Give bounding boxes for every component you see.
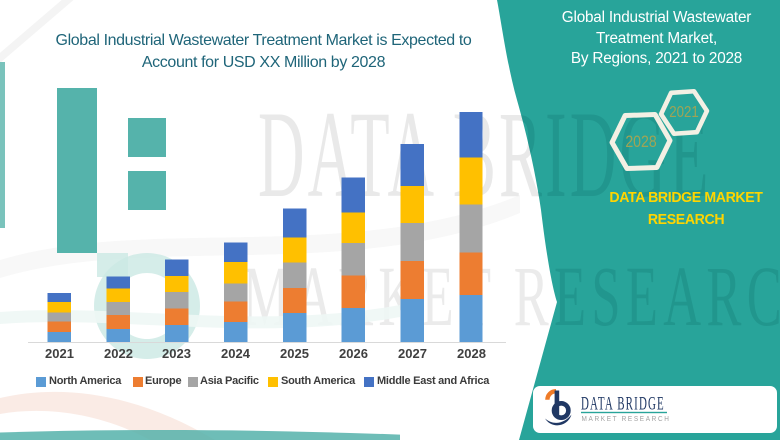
svg-text:MARKET RESEARCH: MARKET RESEARCH	[582, 416, 671, 423]
svg-text:2028: 2028	[625, 133, 656, 151]
svg-text:2021: 2021	[669, 104, 699, 121]
svg-text:MARKET RESEARCH: MARKET RESEARCH	[243, 250, 780, 344]
svg-text:DATA BRIDGE: DATA BRIDGE	[581, 394, 665, 415]
